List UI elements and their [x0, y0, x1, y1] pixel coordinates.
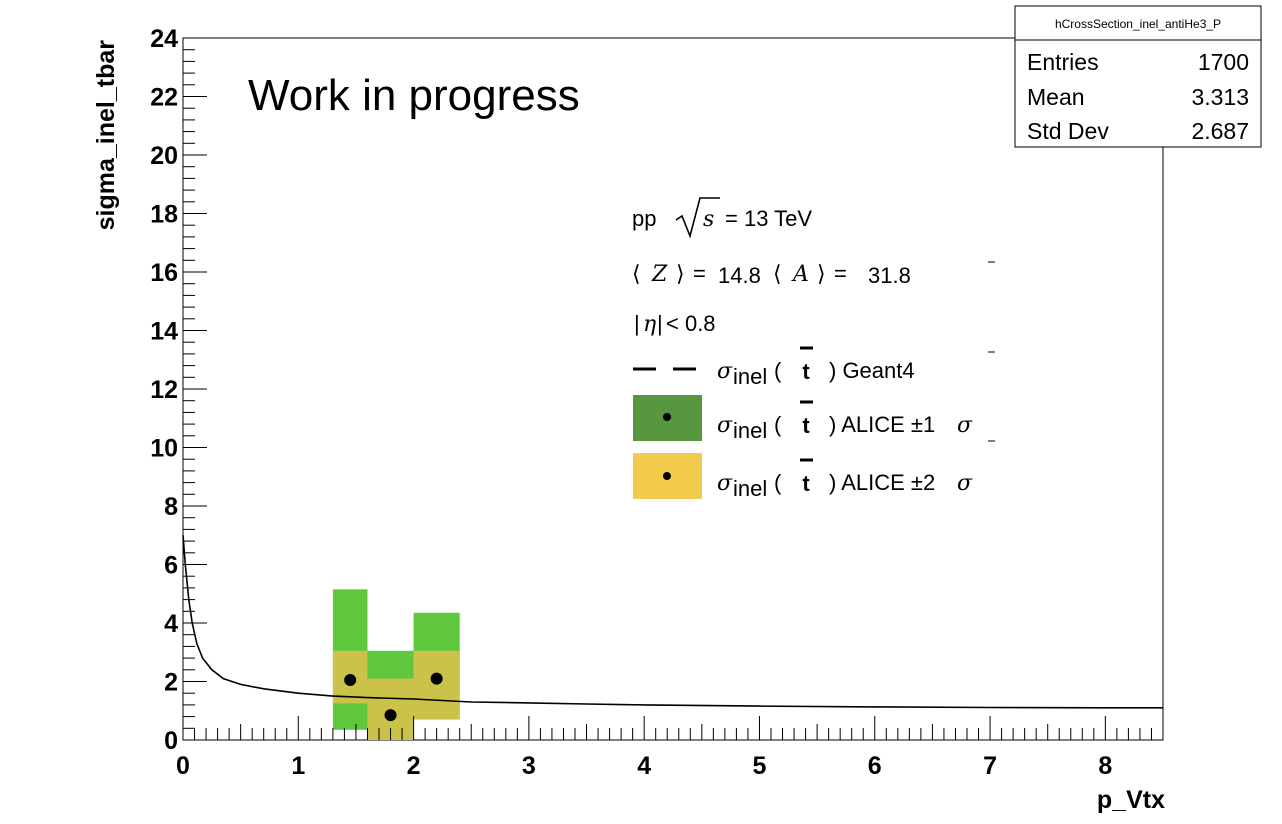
legend-a2-sigma-suffix: σ	[957, 471, 973, 496]
legend-a1-paren: (	[774, 412, 782, 437]
legend-eta: η	[643, 312, 656, 337]
legend-geant4-paren: (	[774, 358, 782, 383]
x-tick-label: 1	[291, 752, 305, 780]
eta-bar-right: |	[657, 311, 663, 336]
legend-a2-sub: inel	[733, 476, 767, 501]
x-tick-label: 2	[407, 752, 421, 780]
band-1sigma-2	[413, 650, 460, 720]
y-axis-title: sigma_inel_tbar	[92, 40, 120, 231]
legend-a1-sub: inel	[733, 418, 767, 443]
x-axis-title: p_Vtx	[1097, 786, 1165, 814]
alice-point-1	[384, 709, 397, 722]
legend-pp: pp	[632, 206, 656, 231]
alice-point-2	[430, 672, 443, 685]
x-tick-label: 0	[176, 752, 190, 780]
y-tick-label: 22	[150, 84, 178, 112]
legend-a1-text: ) ALICE ±1	[829, 412, 935, 437]
stats-mean-label: Mean	[1027, 84, 1085, 110]
legend-dot-2sigma	[663, 472, 671, 480]
legend-z-eq: =	[693, 261, 706, 286]
legend-a-label: A	[791, 262, 809, 287]
y-tick-label: 24	[150, 25, 178, 53]
stats-box: hCrossSection_inel_antiHe3_P Entries 170…	[1014, 5, 1262, 148]
legend-eta-value: < 0.8	[666, 311, 716, 336]
legend-a2-paren: (	[774, 470, 782, 495]
stats-mean-value: 3.313	[1191, 84, 1249, 110]
legend-a1-sigma-suffix: σ	[957, 413, 973, 438]
legend-geant4-particle: t	[802, 359, 810, 384]
legend-z-value: 14.8	[718, 263, 761, 288]
legend-energy: = 13 TeV	[725, 206, 812, 231]
legend-a1-sigma: σ	[717, 413, 733, 438]
sqrt-symbol	[675, 197, 720, 239]
x-tick-label: 5	[753, 752, 767, 780]
rangle-z: ⟩	[676, 261, 685, 286]
x-tick-label: 4	[637, 752, 651, 780]
legend-a1-particle: t	[802, 413, 810, 438]
stats-stddev-label: Std Dev	[1027, 118, 1109, 144]
alice-point-0	[344, 674, 357, 687]
particle-glyph: t	[786, 458, 826, 496]
geant4-curve	[182, 535, 1163, 709]
legend-geant4-text: ) Geant4	[829, 358, 915, 383]
legend-a2-sigma: σ	[717, 471, 733, 496]
langle-a: ⟨	[773, 261, 782, 286]
rangle-a: ⟩	[817, 261, 826, 286]
x-tick-label: 6	[868, 752, 882, 780]
eta-bar-left: |	[634, 311, 640, 336]
y-tick-label: 14	[150, 318, 178, 346]
y-tick-label: 18	[150, 201, 178, 229]
legend: pp s = 13 TeV ⟨ Z ⟩ = 14.8 ⟨ A ⟩ = 31.8 …	[632, 197, 995, 501]
legend-a-eq: =	[834, 261, 847, 286]
y-tick-label: 4	[164, 610, 178, 638]
stats-entries-value: 1700	[1198, 49, 1249, 75]
particle-glyph: t	[786, 346, 826, 384]
y-tick-label: 12	[150, 376, 178, 404]
langle-z: ⟨	[632, 261, 641, 286]
y-tick-label: 10	[150, 435, 178, 463]
y-tick-label: 20	[150, 142, 178, 170]
y-tick-label: 2	[164, 669, 178, 697]
stats-entries-label: Entries	[1027, 49, 1099, 75]
x-tick-label: 7	[983, 752, 997, 780]
y-tick-label: 16	[150, 259, 178, 287]
y-tick-label: 0	[164, 727, 178, 755]
y-tick-label: 6	[164, 552, 178, 580]
annotation-text: Work in progress	[248, 71, 580, 120]
stats-stddev-value: 2.687	[1191, 118, 1249, 144]
legend-s: s	[703, 207, 714, 232]
legend-geant4-sub: inel	[733, 364, 767, 389]
stats-title: hCrossSection_inel_antiHe3_P	[1055, 17, 1221, 31]
legend-a2-particle: t	[802, 471, 810, 496]
legend-a-value: 31.8	[868, 263, 911, 288]
legend-a2-text: ) ALICE ±2	[829, 470, 935, 495]
y-tick-label: 8	[164, 493, 178, 521]
x-tick-label: 8	[1098, 752, 1112, 780]
legend-z-label: Z	[651, 262, 668, 287]
legend-geant4-sigma: σ	[717, 359, 733, 384]
legend-dot-1sigma	[663, 413, 671, 421]
x-tick-label: 3	[522, 752, 536, 780]
particle-glyph: t	[786, 400, 826, 438]
